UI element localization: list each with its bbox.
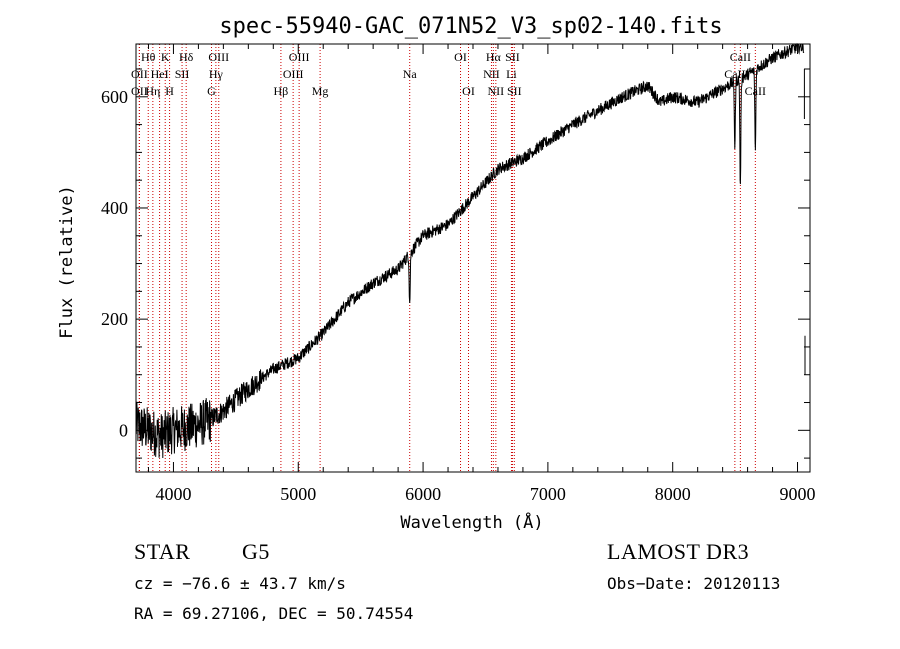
spectral-line-label: K bbox=[161, 50, 170, 64]
x-tick-label: 7000 bbox=[530, 484, 566, 504]
spectral-line-label: OII bbox=[131, 84, 148, 98]
spectral-line-label: SII bbox=[507, 84, 522, 98]
spectral-line-label: CaII bbox=[724, 67, 745, 81]
spectral-line-label: Hα bbox=[486, 50, 502, 64]
spectral-line-label: NII bbox=[488, 84, 505, 98]
spectral-line-label: OI bbox=[462, 84, 475, 98]
spectral-line-markers bbox=[138, 44, 756, 472]
object-subclass: G5 bbox=[242, 539, 270, 564]
x-tick-label: 4000 bbox=[155, 484, 191, 504]
plot-frame bbox=[135, 43, 811, 473]
spectral-line-label: OIII bbox=[208, 50, 229, 64]
spectral-line-label: OIII bbox=[289, 50, 310, 64]
spectral-line-label: CaII bbox=[745, 84, 766, 98]
spectral-line-label: Li bbox=[506, 67, 517, 81]
redshift-cz: cz = −76.6 ± 43.7 km/s bbox=[134, 574, 346, 593]
spectral-line-label: OIII bbox=[283, 67, 304, 81]
survey-name: LAMOST DR3 bbox=[607, 539, 750, 564]
x-tick-label: 9000 bbox=[780, 484, 816, 504]
spectral-line-label: OI bbox=[454, 50, 467, 64]
spectral-line-label: NII bbox=[483, 67, 500, 81]
spectrum-line bbox=[135, 42, 806, 459]
axis-ticks bbox=[136, 44, 810, 472]
x-tick-label: 5000 bbox=[280, 484, 316, 504]
y-tick-label: 0 bbox=[119, 420, 128, 440]
observation-date: Obs−Date: 20120113 bbox=[607, 574, 781, 593]
object-class: STAR bbox=[134, 539, 191, 564]
chart-title: spec-55940-GAC_071N52_V3_sp02-140.fits bbox=[219, 14, 722, 39]
y-tick-label: 200 bbox=[101, 309, 128, 329]
spectral-line-label: Mg bbox=[312, 84, 329, 98]
spectral-line-label: SII bbox=[505, 50, 520, 64]
x-tick-label: 6000 bbox=[405, 484, 441, 504]
spectral-line-label: CaII bbox=[730, 50, 751, 64]
y-tick-label: 400 bbox=[101, 198, 128, 218]
y-axis-label: Flux (relative) bbox=[57, 185, 77, 339]
spectral-line-label: Na bbox=[403, 67, 418, 81]
spectral-line-label: SII bbox=[175, 67, 190, 81]
y-tick-label: 600 bbox=[101, 87, 128, 107]
spectral-line-label: Hθ bbox=[141, 50, 156, 64]
x-tick-label: 8000 bbox=[655, 484, 691, 504]
spectral-line-label: Hδ bbox=[179, 50, 194, 64]
spectral-line-label: OII bbox=[131, 67, 148, 81]
spectral-line-label: Hη bbox=[145, 84, 160, 98]
axis-tick-labels: 4000 5000 6000 7000 8000 9000 0 200 400 600 bbox=[101, 87, 816, 504]
spectral-line-label: Hβ bbox=[274, 84, 289, 98]
spectral-line-label: HeI bbox=[151, 67, 169, 81]
coordinates: RA = 69.27106, DEC = 50.74554 bbox=[134, 604, 414, 623]
spectral-line-label: G bbox=[207, 84, 216, 98]
x-axis-label: Wavelength (Å) bbox=[400, 511, 543, 533]
spectral-line-label: H bbox=[165, 84, 174, 98]
spectral-line-label: Hγ bbox=[209, 67, 224, 81]
